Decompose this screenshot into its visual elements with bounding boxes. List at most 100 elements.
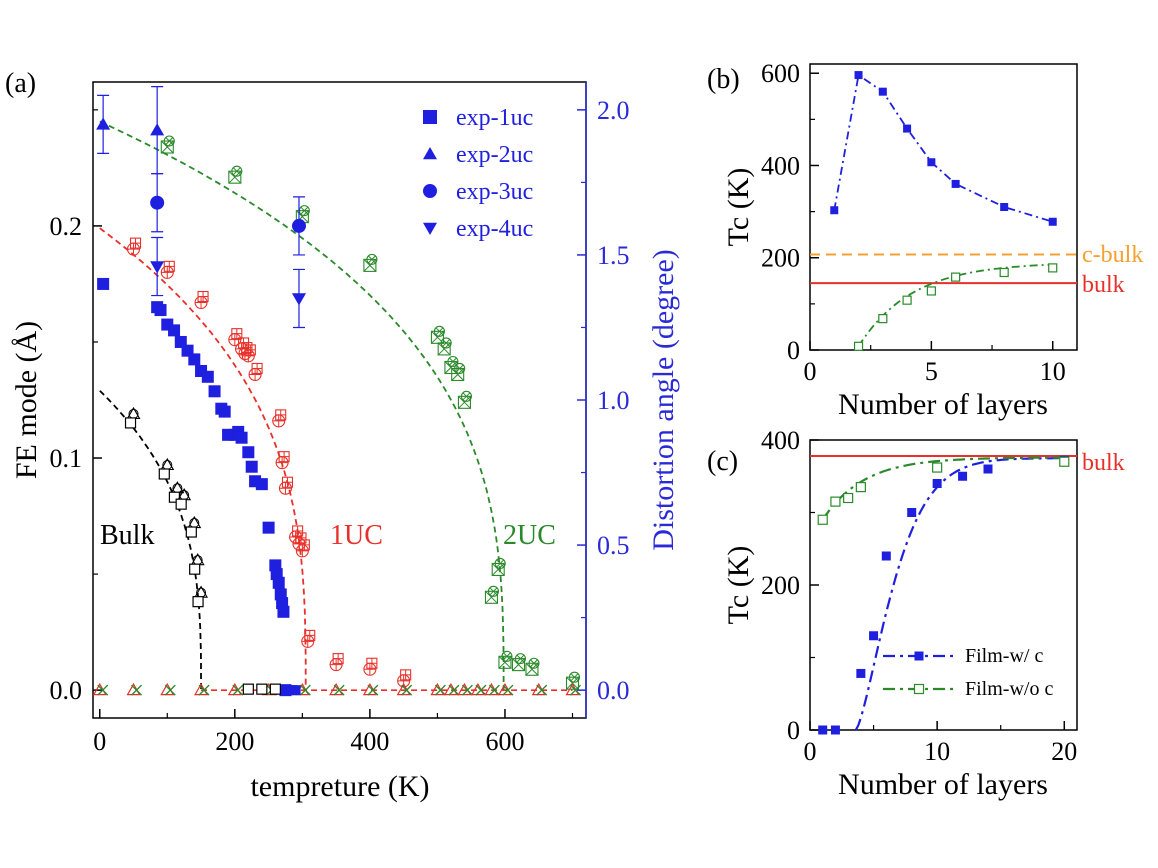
legend-label-Film-w/ c: Film-w/ c: [965, 645, 1043, 667]
legend-marker-exp-2uc: [423, 147, 437, 160]
zero-point-2uc: [198, 684, 210, 696]
sim-point-alt-1uc-plus: [400, 669, 411, 680]
panel-a-legend: exp-1uc exp-2uc exp-3uc exp-4uc: [423, 105, 533, 242]
point-b-blue: [854, 71, 863, 80]
point-b-blue: [878, 87, 887, 96]
sim-point-2uc: [228, 170, 242, 184]
panel-c-legend: Film-w/ c Film-w/o c: [883, 645, 1053, 700]
sim-point-alt-2uc: [460, 390, 472, 402]
sim-point-alt-1uc-plus: [245, 344, 256, 355]
panel-b-letter: (b): [707, 64, 740, 95]
point-b-blue: [830, 206, 839, 215]
zero-point-2uc: [97, 684, 109, 696]
point-c-green: [843, 492, 854, 504]
panel-b: (b) 0 5 10 0 200 400 600 Number of layers Tc …: [707, 59, 1143, 421]
sim-point-1uc-cross: [296, 544, 309, 557]
sim-point-alt-2uc-x: [462, 392, 471, 401]
zero-point-bulk: [242, 683, 254, 695]
label-c-bulk: c-bulk: [1082, 242, 1143, 268]
x-tick-label: 400: [350, 727, 389, 756]
panel-a-markers: [92, 86, 581, 697]
sim-point-alt-bulk: [192, 596, 204, 608]
x-tick-label: 600: [485, 727, 524, 756]
legend-label-exp-2uc: exp-2uc: [456, 142, 533, 168]
point-c-blue: [881, 551, 891, 561]
exp-point-exp-1uc: [262, 521, 275, 534]
sim-point-alt-1uc-plus: [231, 328, 242, 339]
sim-point-alt-2uc: [231, 165, 243, 177]
y-tick-label: 0.0: [50, 676, 83, 705]
sim-point-alt-2uc-x: [496, 559, 505, 568]
zero-point-2uc: [333, 684, 345, 696]
sim-point-alt-2uc-x: [503, 652, 511, 661]
sim-point-alt-2uc: [163, 135, 175, 147]
panel-b-y-label: Tc (K): [722, 168, 755, 247]
sim-point-alt-2uc-x: [165, 137, 174, 145]
point-b-green: [926, 286, 936, 296]
point-b-green: [1048, 263, 1058, 273]
sim-point-1uc-cross: [242, 349, 255, 362]
panel-b-reference-lines: [810, 253, 1077, 285]
point-b-blue: [1000, 203, 1009, 211]
sim-point-alt-2uc: [487, 585, 500, 597]
zero-point-2uc: [299, 684, 311, 696]
legend-label-exp-4uc: exp-4uc: [456, 216, 533, 242]
x-tick-label: 200: [215, 727, 254, 756]
panel-a-y2-ticks: 0.0 0.5 1.0 1.5 2.0: [577, 96, 630, 705]
panel-b-x-ticks: 0 5 10: [804, 341, 1066, 386]
x-tick-label: 10: [1040, 357, 1066, 386]
fit-curve-2uc: [99, 120, 505, 691]
legend-label-Film-w/o c: Film-w/o c: [965, 678, 1053, 700]
sim-point-alt-1uc-plus: [366, 658, 377, 669]
panel-a-frame: [92, 81, 587, 719]
point-c-green: [855, 482, 866, 493]
panel-a-y-ticks: 0.0 0.1 0.2: [50, 109, 102, 705]
series-line-b-blue: [833, 73, 1053, 223]
sim-point-1uc-cross: [249, 368, 262, 381]
sim-point-1uc-cross: [161, 266, 174, 279]
legend-label-exp-1uc: exp-1uc: [456, 105, 533, 131]
panel-a-y-label: FE mode (Å): [10, 321, 43, 479]
legend-marker-exp-3uc: [423, 184, 437, 198]
sim-point-2uc: [160, 140, 174, 154]
exp-point-exp-1uc: [245, 460, 258, 473]
exp-point-exp-1uc: [235, 431, 248, 444]
point-b-green: [878, 314, 888, 324]
point-c-blue: [818, 725, 828, 735]
exp-point-exp-4uc: [150, 261, 165, 274]
zero-point-2uc: [536, 684, 548, 696]
panel-a-x-ticks: 0 200 400 600: [93, 709, 574, 756]
panel-a-x-label: tempreture (K): [250, 770, 429, 803]
sim-point-alt-2uc: [454, 362, 466, 375]
exp-point-exp-4uc: [291, 293, 306, 306]
exp-point-exp-2uc: [150, 123, 165, 136]
exp-point-exp-1uc: [97, 277, 110, 290]
legend-marker-Film-w/o c: [913, 683, 925, 695]
y2-tick-label: 1.0: [597, 386, 630, 415]
exp-point-exp-1uc: [255, 478, 268, 491]
exp-point-exp-3uc: [291, 218, 306, 233]
panel-a-letter: (a): [5, 68, 36, 99]
sim-point-alt-2uc-x: [516, 654, 525, 663]
panel-c: (c) 0 10 20 0 200 400 Number of layers Tc (K…: [707, 426, 1125, 801]
y-tick-label: 0: [787, 716, 800, 745]
zero-point-2uc: [448, 684, 460, 696]
sim-point-alt-2uc: [440, 337, 452, 349]
point-b-green: [999, 267, 1009, 278]
zero-point-2uc: [131, 684, 142, 696]
sim-point-1uc-cross: [127, 243, 140, 256]
point-b-green: [853, 341, 864, 351]
zero-point-bulk: [269, 683, 281, 695]
sim-point-2uc: [491, 562, 505, 576]
exp-point-exp-1uc: [277, 605, 290, 618]
exp-point-exp-1uc: [272, 576, 285, 589]
exp-point-exp-1uc: [188, 353, 201, 366]
sim-point-alt-bulk: [158, 468, 170, 480]
point-b-blue: [951, 179, 960, 188]
sim-point-alt-1uc-plus: [198, 291, 209, 302]
fit-curve-1uc: [99, 227, 307, 691]
y-tick-label: 200: [761, 571, 800, 600]
zero-point-2uc: [488, 684, 500, 696]
point-c-green: [932, 462, 943, 473]
sim-point-1uc-cross: [279, 482, 292, 495]
